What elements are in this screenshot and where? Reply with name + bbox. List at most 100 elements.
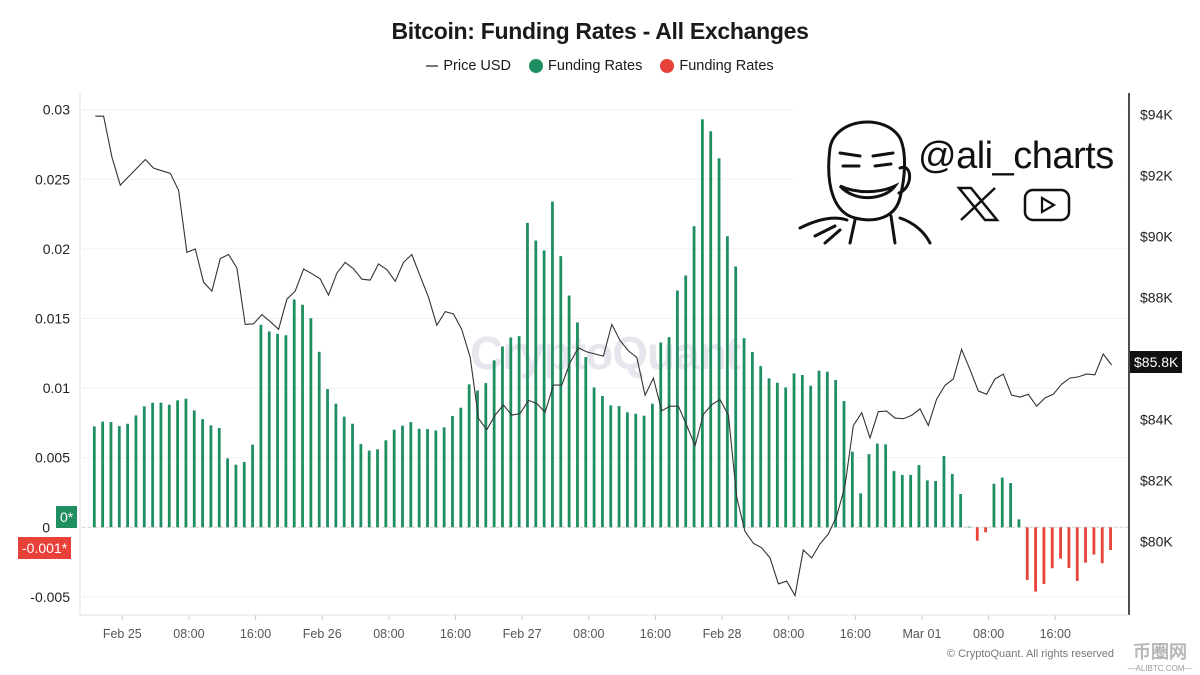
- funding-bar-positive: [276, 333, 279, 528]
- funding-bar-positive: [534, 240, 538, 528]
- right-axis-tick-label: $90K: [1140, 228, 1173, 244]
- x-axis-tick-label: 16:00: [240, 627, 271, 641]
- funding-bar-positive: [609, 405, 613, 528]
- funding-bar-negative: [1100, 527, 1104, 564]
- funding-bar-positive: [850, 451, 854, 528]
- funding-bar-positive: [184, 398, 188, 528]
- funding-bar-positive: [342, 416, 346, 528]
- legend-label: Funding Rates: [679, 58, 774, 74]
- funding-bar-positive: [251, 444, 254, 528]
- funding-bar-negative: [1084, 527, 1087, 563]
- funding-bar-positive: [326, 389, 329, 528]
- left-axis-tick-label: 0.03: [43, 102, 70, 118]
- funding-bar-positive: [642, 415, 646, 528]
- funding-bar-negative: [1050, 527, 1054, 569]
- funding-bar-positive: [592, 387, 596, 528]
- funding-bar-positive: [817, 370, 821, 528]
- stamp-en: —ALIBTC.COM—: [1127, 664, 1193, 673]
- funding-bar-positive: [234, 464, 238, 528]
- funding-bar-negative: [984, 527, 988, 533]
- legend-item-price[interactable]: Price USD: [426, 58, 511, 74]
- funding-bar-positive: [451, 416, 454, 528]
- alibtc-stamp: 币圈网 —ALIBTC.COM—: [1120, 638, 1200, 673]
- x-axis-tick-label: Feb 25: [103, 627, 142, 641]
- funding-bar-positive: [126, 423, 130, 528]
- funding-bar-positive: [167, 404, 171, 528]
- funding-bar-positive: [617, 406, 621, 528]
- funding-bar-positive: [709, 131, 713, 528]
- funding-bar-positive: [775, 382, 779, 528]
- funding-bar-positive: [934, 480, 938, 528]
- funding-bar-positive: [742, 338, 746, 528]
- current-funding-positive-tag: 0*: [56, 506, 78, 528]
- x-axis-tick-label: Feb 27: [503, 627, 542, 641]
- author-brand-box: @ali_charts: [795, 108, 1125, 248]
- funding-bar-positive: [117, 426, 121, 528]
- copyright-footer: © CryptoQuant. All rights reserved: [946, 648, 1114, 660]
- x-axis-tick-label: Feb 28: [703, 627, 742, 641]
- funding-bar-positive: [909, 474, 913, 528]
- funding-bar-positive: [309, 318, 313, 528]
- left-axis-tick-label: 0.025: [35, 171, 70, 187]
- legend-item-funding-negative[interactable]: Funding Rates: [660, 58, 774, 74]
- funding-bar-positive: [226, 458, 229, 528]
- x-axis-tick-label: 16:00: [840, 627, 871, 641]
- funding-bar-positive: [351, 423, 354, 528]
- funding-bar-positive: [409, 422, 413, 528]
- funding-bar-positive: [959, 494, 963, 528]
- line-swatch-icon: [426, 65, 439, 67]
- funding-bar-positive: [542, 250, 546, 528]
- funding-bar-positive: [651, 403, 654, 528]
- left-axis-tick-label: -0.005: [30, 589, 70, 605]
- funding-bar-positive: [317, 351, 321, 528]
- funding-bar-positive: [875, 443, 879, 528]
- funding-bar-positive: [476, 390, 479, 528]
- x-axis-tick-label: Mar 01: [903, 627, 942, 641]
- funding-bar-positive: [626, 412, 629, 528]
- left-axis-tick-label: 0.01: [43, 380, 70, 396]
- funding-bar-positive: [767, 378, 771, 528]
- funding-bar-positive: [242, 462, 246, 528]
- right-axis-tick-label: $82K: [1140, 473, 1173, 489]
- funding-bar-positive: [142, 406, 146, 528]
- funding-bar-positive: [676, 290, 679, 528]
- funding-bar-positive: [825, 371, 829, 528]
- x-axis-tick-label: 08:00: [373, 627, 404, 641]
- funding-bar-positive: [484, 383, 488, 528]
- funding-bar-positive: [359, 444, 363, 528]
- x-logo-icon[interactable]: [953, 184, 1003, 224]
- legend-item-funding-positive[interactable]: Funding Rates: [529, 58, 642, 74]
- funding-bar-positive: [900, 474, 904, 528]
- funding-bar-positive: [259, 324, 263, 528]
- youtube-icon[interactable]: [1022, 186, 1072, 226]
- funding-bar-positive: [492, 360, 496, 528]
- price-line: [95, 115, 1113, 598]
- x-axis-tick-label: 08:00: [573, 627, 604, 641]
- funding-bar-negative: [1042, 527, 1046, 584]
- funding-bar-positive: [392, 429, 396, 528]
- funding-bar-positive: [442, 427, 446, 528]
- funding-bar-positive: [834, 380, 838, 528]
- funding-bar-positive: [201, 419, 204, 528]
- x-axis-tick-label: 16:00: [440, 627, 471, 641]
- funding-bar-positive: [684, 275, 688, 528]
- funding-bar-positive: [134, 415, 138, 528]
- funding-bar-negative: [1059, 527, 1062, 559]
- funding-bar-positive: [467, 384, 471, 528]
- current-price-tag: $85.8K: [1130, 351, 1183, 373]
- current-funding-negative-tag: -0.001*: [18, 537, 72, 559]
- funding-bar-positive: [159, 402, 163, 528]
- funding-bar-positive: [559, 256, 563, 528]
- funding-bars: [92, 119, 1112, 592]
- funding-bar-positive: [784, 387, 788, 528]
- green-dot-icon: [529, 59, 544, 73]
- funding-bar-positive: [517, 336, 521, 528]
- price-line-group: [95, 115, 1113, 598]
- funding-bar-positive: [659, 342, 663, 528]
- right-axis-tick-label: $92K: [1140, 167, 1173, 183]
- x-axis-tick-label: 16:00: [1040, 627, 1071, 641]
- funding-bar-positive: [567, 295, 571, 528]
- left-axis-tick-label: 0: [42, 519, 50, 535]
- funding-bar-positive: [1000, 477, 1004, 528]
